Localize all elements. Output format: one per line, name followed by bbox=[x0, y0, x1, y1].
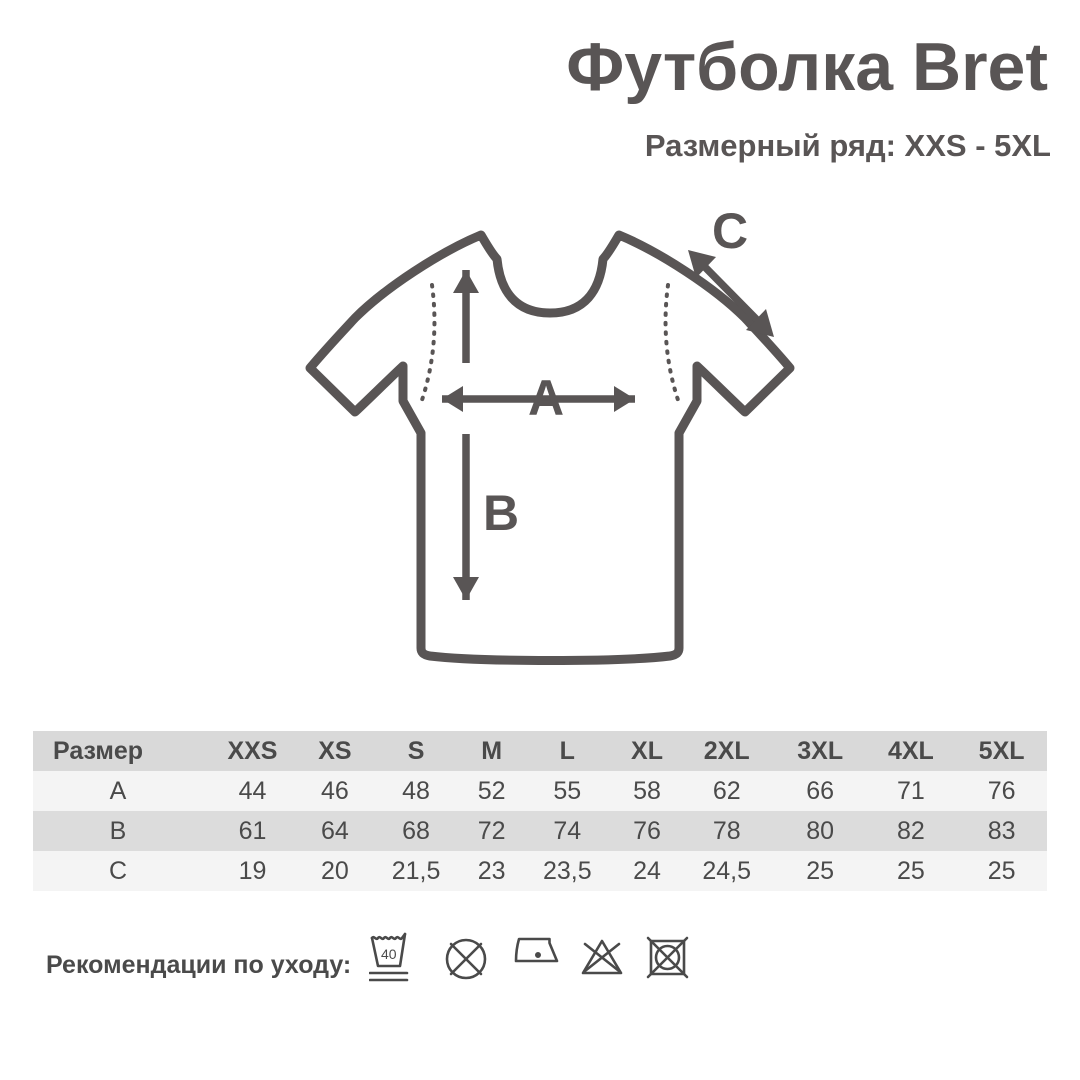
svg-text:B: B bbox=[483, 485, 519, 541]
svg-text:C: C bbox=[712, 203, 748, 259]
svg-text:A: A bbox=[528, 370, 564, 426]
svg-text:40: 40 bbox=[381, 946, 397, 962]
